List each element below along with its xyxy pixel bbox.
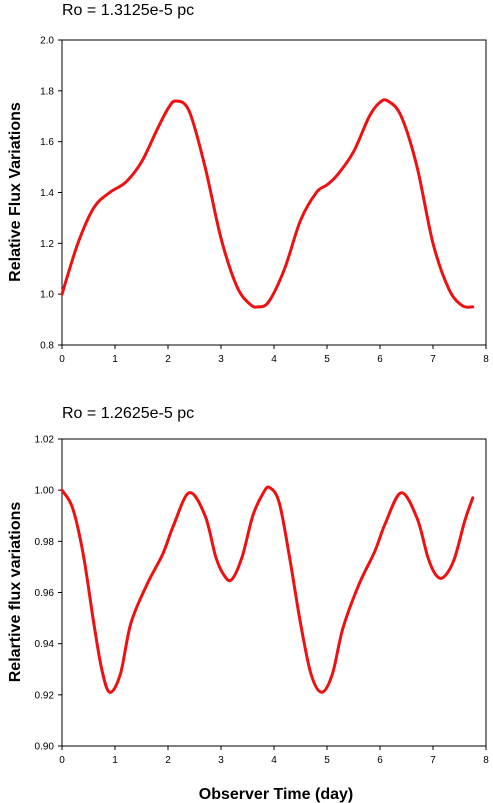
chart-bottom-x-tick-label: 6 <box>377 755 383 766</box>
chart-bottom-y-tick-label: 1.00 <box>35 486 55 497</box>
chart-top-x-tick-label: 1 <box>112 354 118 365</box>
chart-top-x-tick-label: 6 <box>377 354 383 365</box>
chart-top-y-tick-label: 0.8 <box>40 341 54 352</box>
chart-bottom-series-line <box>60 485 475 694</box>
chart-top-series-line <box>60 98 475 309</box>
chart-top-y-tick-label: 2.0 <box>40 36 54 47</box>
chart-bottom-x-tick-label: 3 <box>218 755 224 766</box>
chart-bottom-y-tick-label: 0.96 <box>35 588 55 599</box>
chart-bottom-y-tick-label: 0.94 <box>35 639 55 650</box>
chart-top-x-tick-label: 0 <box>59 354 65 365</box>
chart-bottom-y-axis-label: Relartive flux variations <box>7 502 24 683</box>
chart-top-x-tick-label: 7 <box>430 354 436 365</box>
chart-top-y-axis-label: Relative Flux Variations <box>7 102 24 282</box>
chart-bottom: Ro = 1.2625e-5 pc Relartive flux variati… <box>7 405 489 803</box>
chart-bottom-x-tick-label: 4 <box>271 755 277 766</box>
chart-bottom-x-tick-label: 5 <box>324 755 330 766</box>
chart-top-x-tick-label: 2 <box>165 354 171 365</box>
chart-bottom-axes: 0 1 2 3 4 5 6 7 8 0.90 0.92 0.94 0.96 0.98 1.00 1.02 <box>35 435 490 767</box>
chart-bottom-y-tick-label: 0.92 <box>35 690 55 701</box>
chart-bottom-x-tick-label: 0 <box>59 755 65 766</box>
chart-top-y-tick-label: 1.0 <box>40 290 54 301</box>
chart-bottom-plot-frame <box>61 438 487 747</box>
chart-bottom-title: Ro = 1.2625e-5 pc <box>62 405 194 422</box>
chart-top-y-tick-label: 1.6 <box>40 137 54 148</box>
chart-bottom-y-tick-label: 0.98 <box>35 537 55 548</box>
chart-top-y-tick-label: 1.4 <box>40 188 54 199</box>
chart-bottom-x-tick-label: 1 <box>112 755 118 766</box>
chart-top-x-tick-label: 3 <box>218 354 224 365</box>
chart-bottom-y-tick-label: 0.90 <box>35 742 55 753</box>
chart-top-x-tick-label: 8 <box>483 354 489 365</box>
chart-top-x-tick-label: 5 <box>324 354 330 365</box>
chart-top-axes: 0 1 2 3 4 5 6 7 8 0.8 1.0 1.2 1.4 1.6 1.8 2.0 <box>40 36 489 366</box>
chart-bottom-x-axis-label: Observer Time (day) <box>199 786 353 803</box>
chart-bottom-y-tick-label: 1.02 <box>35 435 55 446</box>
chart-top-title: Ro = 1.3125e-5 pc <box>62 2 194 19</box>
chart-bottom-x-tick-label: 2 <box>165 755 171 766</box>
chart-bottom-x-tick-label: 7 <box>430 755 436 766</box>
chart-top-y-tick-label: 1.2 <box>40 239 54 250</box>
chart-top-x-tick-label: 4 <box>271 354 277 365</box>
chart-top-y-tick-label: 1.8 <box>40 86 54 97</box>
chart-top: Ro = 1.3125e-5 pc Relative Flux Variatio… <box>7 2 489 365</box>
chart-bottom-x-tick-label: 8 <box>483 755 489 766</box>
